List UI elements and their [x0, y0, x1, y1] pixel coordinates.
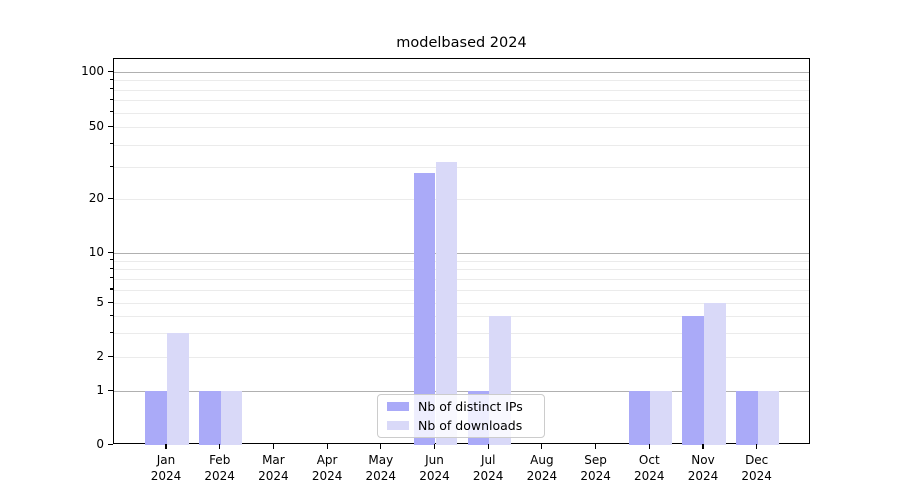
minor-gridline — [114, 269, 809, 271]
x-tick-label-feb: Feb 2024 — [204, 453, 235, 483]
plot-area — [113, 58, 810, 445]
y-minor-tick-mark — [110, 88, 113, 90]
minor-gridline — [114, 333, 809, 335]
bar-jun-distinct-ips — [413, 172, 436, 445]
minor-gridline — [114, 167, 809, 169]
major-gridline — [114, 72, 809, 73]
y-tick-label-20: 20 — [88, 191, 104, 205]
legend-label-downloads: Nb of downloads — [418, 418, 523, 434]
x-tick-mark — [702, 444, 704, 449]
bar-feb-downloads — [220, 391, 243, 445]
y-tick-mark — [108, 197, 113, 199]
legend-row: Nb of distinct IPs — [387, 398, 535, 414]
minor-gridline — [114, 289, 809, 291]
x-tick-mark — [541, 444, 543, 449]
y-tick-label-5: 5 — [96, 295, 104, 309]
y-tick-label-0: 0 — [96, 437, 104, 451]
y-tick-label-10: 10 — [88, 245, 104, 259]
legend-row: Nb of downloads — [387, 418, 535, 434]
x-tick-label-jul: Jul 2024 — [472, 453, 504, 483]
y-tick-label-2: 2 — [96, 349, 104, 363]
x-tick-mark — [595, 444, 597, 449]
y-tick-mark — [108, 443, 113, 445]
y-minor-tick-mark — [110, 165, 113, 167]
bar-jan-downloads — [167, 333, 189, 445]
bar-nov-distinct-ips — [682, 316, 704, 445]
y-minor-tick-mark — [110, 98, 113, 100]
y-minor-tick-mark — [110, 314, 113, 316]
y-minor-tick-mark — [110, 78, 113, 81]
x-tick-mark — [219, 444, 221, 449]
y-tick-label-100: 100 — [81, 64, 104, 78]
y-tick-mark — [108, 355, 113, 357]
x-tick-mark — [648, 444, 650, 449]
legend-swatch-downloads — [387, 421, 409, 431]
minor-gridline — [114, 144, 809, 146]
minor-gridline — [114, 316, 809, 318]
bar-dec-downloads — [757, 391, 780, 445]
y-tick-mark — [108, 251, 113, 253]
bar-feb-distinct-ips — [199, 391, 221, 445]
x-tick-label-aug: Aug 2024 — [526, 453, 558, 483]
bar-dec-distinct-ips — [736, 391, 758, 445]
y-minor-tick-mark — [110, 143, 113, 145]
y-tick-mark — [108, 301, 113, 303]
minor-gridline — [114, 357, 809, 358]
x-tick-label-may: May 2024 — [365, 453, 397, 483]
x-tick-mark — [756, 444, 758, 449]
x-tick-mark — [380, 444, 382, 449]
x-tick-label-apr: Apr 2024 — [311, 453, 343, 483]
y-tick-label-1: 1 — [96, 383, 104, 397]
minor-gridline — [114, 260, 809, 262]
bar-nov-downloads — [704, 303, 726, 445]
legend-label-distinct-ips: Nb of distinct IPs — [418, 398, 523, 414]
x-tick-label-oct: Oct 2024 — [634, 453, 665, 483]
minor-gridline — [114, 112, 809, 114]
bar-jun-downloads — [435, 162, 458, 445]
y-minor-tick-mark — [110, 288, 113, 290]
x-tick-mark — [487, 444, 489, 449]
minor-gridline — [114, 89, 809, 91]
x-tick-label-mar: Mar 2024 — [258, 453, 289, 483]
x-tick-label-jun: Jun 2024 — [419, 453, 450, 483]
major-gridline — [114, 253, 809, 254]
minor-gridline — [114, 199, 809, 200]
minor-gridline — [114, 278, 809, 280]
y-minor-tick-mark — [110, 259, 113, 261]
minor-gridline — [114, 127, 809, 128]
minor-gridline — [114, 80, 809, 82]
bar-jan-distinct-ips — [145, 391, 167, 445]
y-tick-mark — [108, 389, 113, 391]
major-gridline — [114, 391, 809, 392]
x-tick-mark — [272, 444, 274, 449]
minor-gridline — [114, 100, 809, 102]
y-minor-tick-mark — [110, 331, 113, 333]
x-tick-label-sep: Sep 2024 — [580, 453, 611, 483]
bar-oct-downloads — [650, 391, 672, 445]
y-minor-tick-mark — [110, 277, 113, 279]
x-tick-label-jan: Jan 2024 — [150, 453, 182, 483]
y-minor-tick-mark — [110, 267, 113, 269]
y-tick-mark — [108, 70, 113, 72]
bar-oct-distinct-ips — [628, 391, 651, 445]
y-tick-label-50: 50 — [88, 119, 104, 133]
legend-swatch-distinct-ips — [387, 401, 409, 411]
legend: Nb of distinct IPs Nb of downloads — [377, 394, 545, 438]
y-minor-tick-mark — [110, 111, 113, 113]
x-tick-mark — [433, 444, 436, 449]
x-tick-mark — [326, 444, 328, 449]
minor-gridline — [114, 303, 809, 304]
x-tick-label-nov: Nov 2024 — [687, 453, 719, 483]
y-tick-mark — [108, 125, 113, 127]
x-tick-label-dec: Dec 2024 — [741, 453, 772, 483]
x-tick-mark — [165, 444, 167, 449]
chart-title: modelbased 2024 — [396, 35, 527, 51]
